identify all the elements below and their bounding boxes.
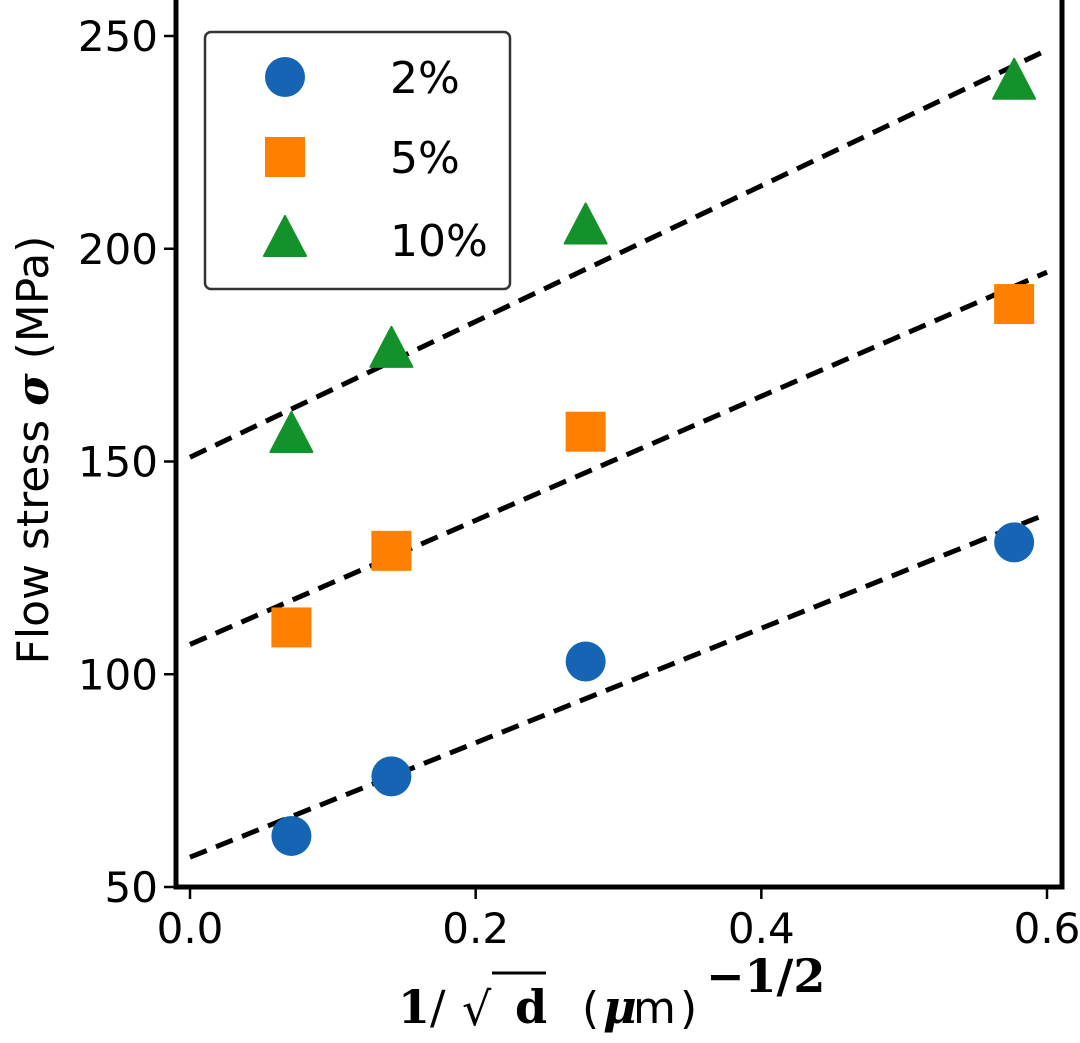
x-tick-label: 0.6 <box>1014 904 1080 953</box>
fit-lines <box>188 47 1049 860</box>
data-point-2pct <box>565 641 606 682</box>
x-axis-label-unit-mu: μ <box>603 980 637 1034</box>
x-axis-label-unit-open: ( <box>582 983 599 1034</box>
legend-entry-2pct: 2% <box>265 53 460 104</box>
x-axis-label-exponent: −1/2 <box>706 949 825 1003</box>
data-point-2pct <box>994 522 1035 563</box>
axes-frame <box>173 0 1065 890</box>
y-axis-ticks: 50 100 150 200 250 <box>78 12 176 912</box>
y-tick-label: 150 <box>78 438 158 487</box>
y-tick-label: 200 <box>78 225 158 274</box>
legend-entry-10pct: 10% <box>263 215 488 267</box>
data-markers <box>269 57 1037 856</box>
data-point-5pct <box>994 284 1035 325</box>
fit-line-5pct <box>189 269 1048 647</box>
legend-marker-5pct <box>265 137 305 177</box>
x-tick-label: 0.4 <box>728 904 795 953</box>
x-axis-label-numerator: 1 <box>398 980 430 1034</box>
data-point-10pct <box>992 57 1037 100</box>
legend-label: 2% <box>390 53 460 104</box>
y-axis-label-unit: (MPa) <box>8 236 59 374</box>
fit-line-10pct <box>188 47 1049 460</box>
y-tick-label: 50 <box>105 863 158 912</box>
data-point-5pct <box>371 530 412 571</box>
y-axis-label-symbol: σ <box>8 373 59 406</box>
data-point-10pct <box>369 325 414 368</box>
data-point-10pct <box>563 202 608 245</box>
x-axis-label-variable: d <box>515 980 547 1034</box>
x-axis-label: 1 / √ d ( μ m ) −1/2 <box>398 949 825 1036</box>
y-tick-label: 100 <box>78 650 158 699</box>
data-point-10pct <box>269 410 314 453</box>
data-point-2pct <box>271 815 312 856</box>
x-tick-label: 0.0 <box>157 904 224 953</box>
x-axis-label-unit-m: m <box>633 983 676 1034</box>
data-point-2pct <box>371 756 412 797</box>
x-axis-label-slash: / <box>430 980 446 1034</box>
data-point-5pct <box>271 607 312 648</box>
legend-label: 10% <box>390 216 488 267</box>
legend-marker-10pct <box>263 215 307 257</box>
fit-line-2pct <box>189 511 1048 860</box>
y-axis-label-prefix: Flow stress <box>8 406 59 665</box>
legend: 2% 5% 10% <box>203 30 512 291</box>
x-tick-label: 0.2 <box>442 904 509 953</box>
x-axis-label-sqrt: √ <box>462 982 492 1036</box>
y-tick-label: 250 <box>78 12 158 61</box>
legend-entry-5pct: 5% <box>265 133 460 184</box>
data-point-5pct <box>565 411 606 452</box>
x-axis-label-unit-close: ) <box>680 983 697 1034</box>
y-axis-label: Flow stress σ (MPa) <box>8 236 59 665</box>
x-axis-ticks: 0.0 0.2 0.4 0.6 <box>157 887 1080 953</box>
legend-label: 5% <box>390 133 460 184</box>
legend-marker-2pct <box>265 57 305 97</box>
